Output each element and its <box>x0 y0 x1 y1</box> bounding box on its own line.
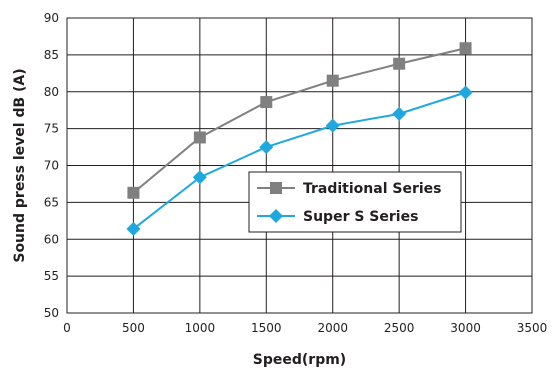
legend-item: Traditional Series <box>257 181 442 197</box>
series-line <box>132 47 466 194</box>
y-tick-label: 70 <box>44 159 59 173</box>
x-tick-label: 2000 <box>317 321 348 335</box>
y-tick-label: 50 <box>44 306 59 320</box>
y-axis-ticks: 50 55 60 65 70 75 80 85 90 <box>44 11 59 320</box>
x-tick-label: 1500 <box>251 321 282 335</box>
series-line <box>132 91 466 230</box>
series-group <box>126 42 473 236</box>
legend-marker <box>270 182 282 194</box>
grid-lines <box>67 18 532 313</box>
x-tick-label: 500 <box>122 321 145 335</box>
legend-item: Super S Series <box>257 209 418 225</box>
legend-box <box>248 171 462 233</box>
x-tick-label: 1000 <box>185 321 216 335</box>
data-point <box>392 106 407 121</box>
x-tick-label: 3500 <box>517 321 548 335</box>
y-tick-label: 80 <box>44 85 59 99</box>
data-point <box>458 85 473 100</box>
data-point <box>326 74 339 87</box>
y-tick-label: 90 <box>44 11 59 25</box>
data-point <box>325 118 340 133</box>
x-tick-label: 0 <box>63 321 71 335</box>
y-axis-label: Sound press level dB (A) <box>12 68 28 262</box>
plot-area <box>66 17 533 314</box>
legend-label: Super S Series <box>303 209 418 225</box>
legend: Traditional Series Super S Series <box>248 171 462 233</box>
x-tick-label: 2500 <box>384 321 415 335</box>
series-2 <box>126 85 473 236</box>
data-point <box>393 57 406 70</box>
legend-marker <box>269 209 283 223</box>
data-point <box>260 96 273 109</box>
legend-label: Traditional Series <box>303 181 442 197</box>
y-tick-label: 55 <box>44 269 59 283</box>
series-1 <box>127 42 472 199</box>
data-point <box>459 42 472 55</box>
y-tick-label: 75 <box>44 122 59 136</box>
data-point <box>193 131 206 144</box>
x-axis-label: Speed(rpm) <box>253 352 346 368</box>
y-tick-label: 85 <box>44 48 59 62</box>
x-tick-label: 3000 <box>450 321 481 335</box>
data-point <box>126 221 141 236</box>
data-point <box>127 186 140 199</box>
data-point <box>259 140 274 155</box>
y-tick-label: 65 <box>44 195 59 209</box>
x-axis-ticks: 0 500 1000 1500 2000 2500 3000 3500 <box>63 321 547 335</box>
y-tick-label: 60 <box>44 232 59 246</box>
data-point <box>192 170 207 185</box>
